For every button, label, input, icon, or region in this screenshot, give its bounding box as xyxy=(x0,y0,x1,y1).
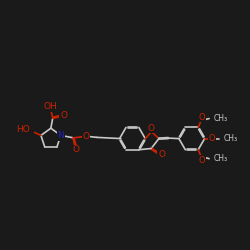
Text: O: O xyxy=(198,112,205,122)
Text: O: O xyxy=(198,156,205,164)
Text: O: O xyxy=(148,124,155,133)
Text: CH₃: CH₃ xyxy=(214,114,228,123)
Text: N: N xyxy=(57,131,64,140)
Text: O: O xyxy=(83,132,90,141)
Text: O: O xyxy=(60,111,67,120)
Text: CH₃: CH₃ xyxy=(214,154,228,164)
Text: O: O xyxy=(72,146,79,154)
Text: OH: OH xyxy=(44,102,58,111)
Text: HO: HO xyxy=(16,126,30,134)
Text: O: O xyxy=(209,134,216,143)
Text: CH₃: CH₃ xyxy=(224,134,238,143)
Text: O: O xyxy=(158,150,165,159)
